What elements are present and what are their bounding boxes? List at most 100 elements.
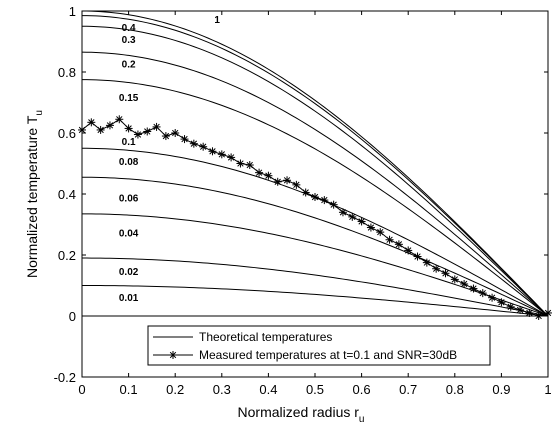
y-tick-label: 0.6 [58,126,76,141]
measured-point [199,142,208,151]
legend-star-marker [169,351,177,359]
measured-point [320,196,329,205]
measured-point [171,129,180,137]
x-tick-label: 0.4 [259,382,277,397]
measured-series [78,115,552,320]
measured-point [488,293,497,302]
measured-point [301,188,310,197]
measured-point [255,168,264,177]
legend-label-theoretical: Theoretical temperatures [199,330,332,344]
measured-point [525,308,534,317]
x-tick-label: 0.6 [353,382,371,397]
curve-label: 0.4 [122,23,136,34]
measured-point [394,240,403,249]
legend-box [147,325,491,366]
measured-point [180,135,189,144]
curve-label: 0.15 [119,93,139,104]
measured-point [105,121,114,130]
measured-point [245,161,254,170]
y-tick-label: 0.8 [58,65,76,80]
measured-point [115,115,124,124]
measured-point [208,147,217,156]
y-axis-title-subscript: u [34,110,45,116]
measured-point [469,284,478,293]
measured-point [497,298,506,307]
y-tick-label: 0.2 [58,248,76,263]
y-tick-label: 0 [69,309,76,324]
x-tick-label: 0.8 [446,382,464,397]
legend-star-glyph [169,351,177,359]
y-tick-label: 1 [69,4,76,19]
x-tick-label: 0.1 [120,382,138,397]
measured-point [96,125,105,134]
legend-label-measured: Measured temperatures at t=0.1 and SNR=3… [199,348,457,362]
curve-label: 0.1 [122,137,136,148]
measured-point [292,180,301,189]
measured-point [413,252,422,261]
measured-point [441,269,450,278]
measured-point [283,176,292,185]
measured-point [152,122,161,131]
x-tick-label: 0.3 [213,382,231,397]
y-axis-title: Normalized temperature Tu [24,110,45,278]
measured-point [516,305,525,314]
curve-label: 0.06 [119,194,139,205]
measured-point [422,258,431,267]
measured-point [329,200,338,209]
theoretical-curve-0.04 [81,257,549,317]
curve-label: 0.02 [119,267,139,278]
x-tick-label: 0.2 [166,382,184,397]
theoretical-curve-0.15 [81,79,549,317]
x-tick-label: 0 [78,382,85,397]
measured-point [450,275,459,284]
measured-point [534,312,543,320]
curve-label: 0.01 [119,293,139,304]
measured-point [311,193,319,202]
theoretical-curve-0.4 [81,15,549,317]
measured-point [161,132,170,141]
measured-point [189,139,198,148]
y-axis-ticks: -0.2 0 0.2 0.4 0.6 0.8 1 [54,4,548,385]
theoretical-curves [81,10,549,317]
curve-label: 0.04 [119,229,139,240]
theoretical-curve-1 [81,10,549,317]
curve-label: 0.3 [122,35,136,46]
measured-point [348,212,357,221]
theoretical-curve-0.02 [82,285,549,317]
x-axis-ticks: 0 0.1 0.2 0.3 0.4 0.5 0.6 0.7 0.8 0.9 1 [78,11,552,397]
measured-point [87,118,96,127]
measured-point [236,159,245,168]
curve-label: 1 [214,15,220,26]
x-tick-label: 0.5 [306,382,324,397]
legend: Theoretical temperatures Measured temper… [147,325,491,366]
measured-point [385,235,394,244]
theoretical-curve-0.06 [81,213,549,317]
curve-labels: 1 0.40.3 0.2 0.15 0.1 0.08 0.06 0.04 0.02 0.01 [119,15,220,304]
theoretical-curve-0.2 [81,51,549,317]
measured-point [227,153,236,162]
measured-point [460,279,469,288]
measured-point [124,124,133,133]
curve-label: 0.08 [119,157,139,168]
measured-point [338,208,347,217]
x-tick-label: 0.9 [492,382,510,397]
x-axis-title-subscript: u [359,414,365,425]
x-axis-title: Normalized radius ru [238,404,365,425]
measured-point [273,177,282,186]
measured-point [366,223,375,232]
measured-point [143,127,152,136]
measured-point [376,228,385,237]
y-tick-label: -0.2 [54,370,76,385]
measured-point [264,171,273,180]
measured-point [432,264,441,273]
curve-label: 0.2 [122,59,136,70]
measured-point [478,289,487,298]
measured-point [133,130,142,139]
theoretical-curve-0.08 [81,176,549,317]
theoretical-curve-0.3 [81,25,549,317]
x-tick-label: 1 [544,382,551,397]
measured-point [357,217,366,226]
measured-point [217,150,226,159]
measured-point [506,302,515,311]
